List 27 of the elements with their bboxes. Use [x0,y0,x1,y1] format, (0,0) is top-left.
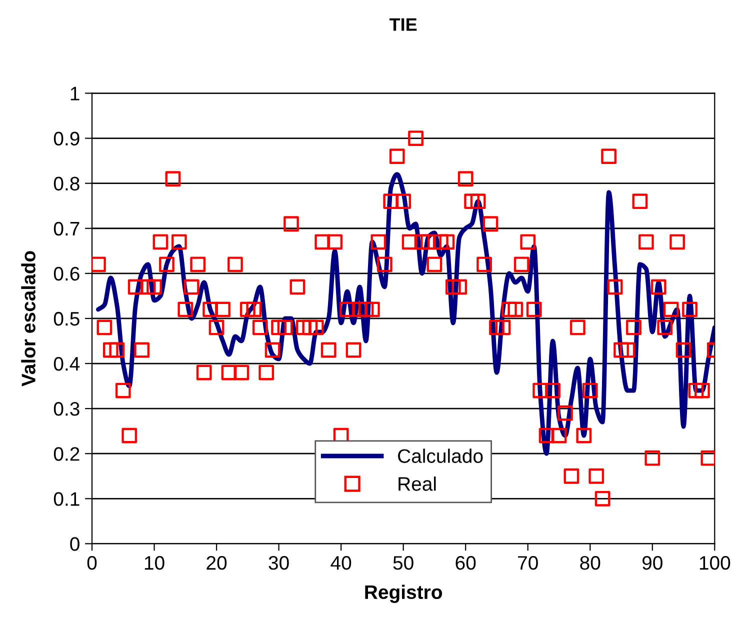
x-tick-label: 40 [330,556,352,570]
x-tick-label: 10 [144,556,164,570]
y-tick-label: 0.1 [54,492,80,506]
legend-label: Calculado [398,448,483,463]
y-tick-label: 0.4 [54,356,80,371]
x-tick-label: 70 [518,556,538,570]
x-tick-label: 90 [642,556,662,570]
y-axis-title: Valor escalado [21,251,36,386]
chart-title: TIE [389,18,417,31]
x-tick-label: 80 [580,556,600,570]
y-tick-label: 1 [70,86,80,100]
x-tick-label: 20 [206,556,227,570]
x-tick-label: 30 [268,556,289,570]
y-tick-label: 0.9 [54,132,80,146]
y-tick-label: 0.5 [54,312,80,326]
y-tick-label: 0.7 [54,222,80,236]
x-axis-title: Registro [365,584,442,603]
y-tick-label: 0.8 [54,176,80,191]
legend-label: Real [398,476,436,491]
x-tick-label: 100 [700,556,730,570]
y-tick-label: 0 [70,537,80,551]
x-tick-label: 0 [87,556,97,570]
y-tick-label: 0.3 [54,402,80,416]
x-tick-label: 50 [393,556,414,570]
y-tick-label: 0.6 [54,266,80,281]
x-tick-label: 60 [456,556,476,570]
y-tick-label: 0.2 [54,447,80,461]
